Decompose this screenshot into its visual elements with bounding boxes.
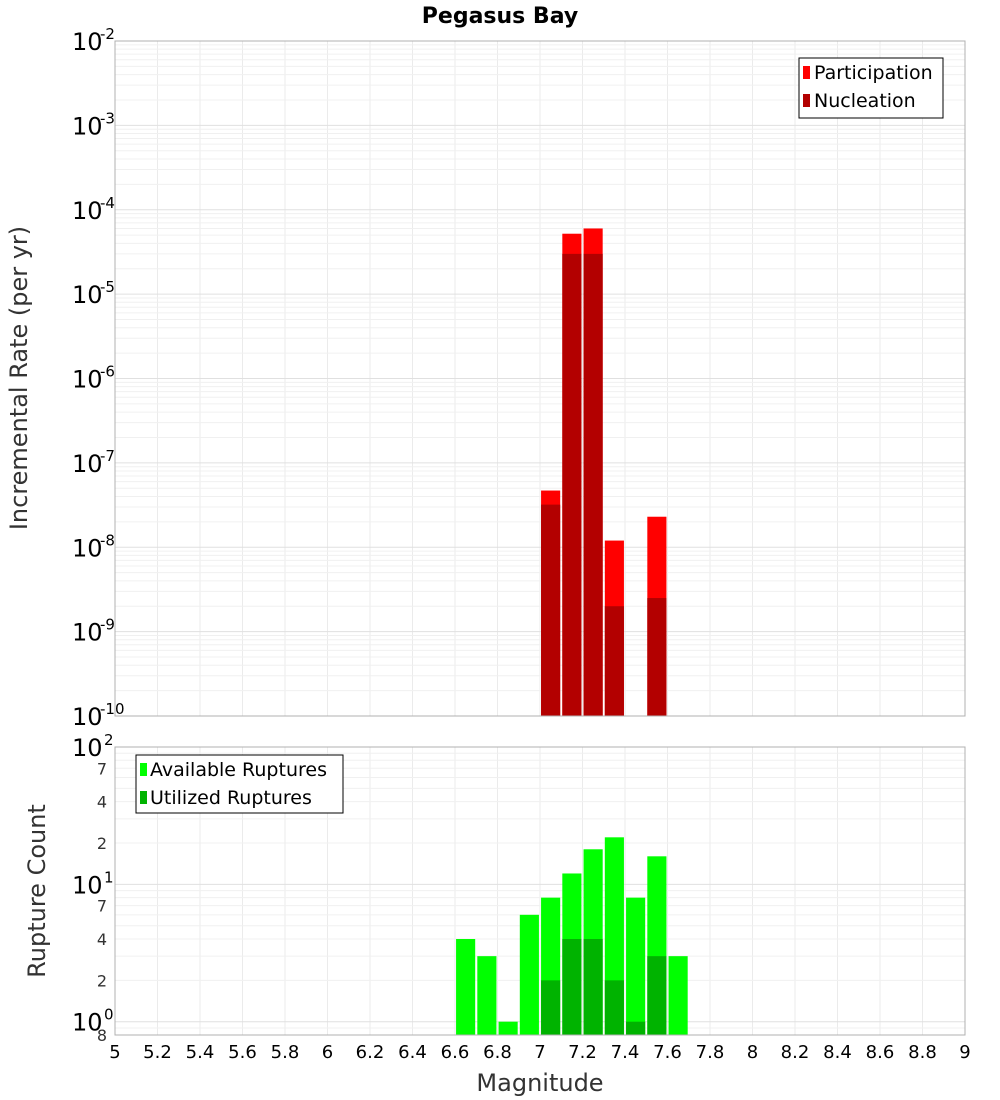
x-tick-label: 5.8 [271, 1042, 300, 1063]
x-tick-label: 6.4 [398, 1042, 427, 1063]
y-tick-label: 10 [72, 703, 103, 731]
bar-nucleation [562, 253, 582, 716]
x-tick-label: 8 [747, 1042, 758, 1063]
x-tick-label: 5.2 [143, 1042, 172, 1063]
x-tick-label: 6.8 [483, 1042, 512, 1063]
bar-available-ruptures [626, 897, 646, 1035]
y-tick-label: 2 [97, 971, 107, 990]
bar-utilized-ruptures [604, 980, 624, 1035]
legend-label-nucleation: Nucleation [814, 90, 916, 112]
x-tick-label: 6 [322, 1042, 333, 1063]
legend-swatch-participation [803, 66, 810, 79]
x-tick-label: 6.2 [356, 1042, 385, 1063]
y-tick-label: 10 [72, 871, 103, 899]
legend-swatch-nucleation [803, 94, 810, 107]
y-tick-label-exponent: -9 [100, 616, 115, 634]
y-tick-label: 10 [72, 534, 103, 562]
y-tick-label: 10 [72, 734, 103, 762]
legend-label-participation: Participation [814, 62, 933, 84]
bar-available-ruptures [456, 939, 476, 1035]
top-plot-bars [541, 228, 667, 716]
x-tick-label: 5.4 [186, 1042, 215, 1063]
bar-nucleation [583, 253, 603, 716]
y-tick-label: 10 [72, 28, 103, 56]
x-tick-labels: 5 5.2 5.4 5.6 5.8 6 6.2 6.4 6.6 6.8 7 7.2 7.4 7.6 7.8 8… [109, 1042, 970, 1063]
y-tick-label: 7 [97, 759, 107, 778]
bottom-legend-box [135, 754, 344, 814]
bar-nucleation [647, 598, 667, 716]
y-tick-label-exponent: 0 [104, 1006, 114, 1024]
bar-utilized-ruptures [626, 1021, 646, 1035]
x-tick-label: 8.8 [908, 1042, 937, 1063]
top-legend: Participation Nucleation [798, 57, 944, 119]
y-tick-label: 2 [97, 834, 107, 853]
y-tick-label: 4 [97, 793, 107, 812]
legend-swatch-available-ruptures [140, 763, 147, 776]
bar-utilized-ruptures [541, 980, 561, 1035]
x-tick-label: 5.6 [228, 1042, 257, 1063]
y-tick-label-exponent: -6 [100, 363, 115, 381]
x-tick-label: 6.6 [441, 1042, 470, 1063]
bottom-y-axis-label: Rupture Count [23, 804, 51, 978]
y-tick-label: 10 [72, 281, 103, 309]
top-plot-frame [114, 40, 966, 717]
bar-utilized-ruptures [647, 956, 667, 1035]
y-tick-label: 10 [72, 450, 103, 478]
bar-utilized-ruptures [583, 939, 603, 1035]
bottom-legend: Available Ruptures Utilized Ruptures [135, 754, 344, 814]
y-tick-label-exponent: -3 [100, 109, 115, 127]
bar-utilized-ruptures [562, 939, 582, 1035]
y-tick-label: 10 [72, 197, 103, 225]
top-legend-box [798, 57, 944, 119]
legend-swatch-utilized-ruptures [140, 791, 147, 804]
x-tick-label: 9 [959, 1042, 970, 1063]
y-tick-label: 10 [72, 112, 103, 140]
bar-nucleation [604, 606, 624, 716]
x-tick-label: 7 [534, 1042, 545, 1063]
bar-nucleation [541, 504, 561, 716]
y-tick-label-exponent: -10 [100, 700, 125, 718]
y-tick-label-exponent: -2 [100, 25, 115, 43]
y-tick-label: 4 [97, 930, 107, 949]
top-plot-grid [114, 40, 966, 717]
top-y-axis-label: Incremental Rate (per yr) [5, 226, 33, 530]
y-tick-label-exponent: -8 [100, 531, 115, 549]
x-axis-label: Magnitude [476, 1069, 603, 1097]
bar-available-ruptures [498, 1021, 518, 1035]
y-tick-label: 10 [72, 1009, 103, 1037]
y-tick-label-exponent: 2 [104, 731, 114, 749]
bar-available-ruptures [519, 914, 539, 1035]
chart-title: Pegasus Bay [422, 4, 578, 29]
x-tick-label: 7.4 [611, 1042, 640, 1063]
x-tick-label: 8.6 [866, 1042, 895, 1063]
bar-available-ruptures [668, 956, 688, 1035]
y-tick-label: 8 [97, 1026, 107, 1045]
bottom-plot-frame [114, 746, 966, 1036]
y-tick-label: 10 [72, 366, 103, 394]
y-tick-label: 7 [97, 897, 107, 916]
bar-available-ruptures [477, 956, 497, 1035]
x-tick-label: 8.4 [823, 1042, 852, 1063]
y-tick-label-exponent: -7 [100, 447, 115, 465]
y-tick-label-exponent: 1 [104, 868, 114, 886]
legend-label-utilized-ruptures: Utilized Ruptures [150, 787, 312, 809]
top-y-tick-labels: 10-210-310-410-510-610-710-810-910-10 [72, 25, 125, 731]
legend-label-available-ruptures: Available Ruptures [150, 759, 327, 781]
y-tick-label: 10 [72, 619, 103, 647]
x-tick-label: 5 [109, 1042, 120, 1063]
x-tick-label: 8.2 [781, 1042, 810, 1063]
y-tick-label-exponent: -5 [100, 278, 115, 296]
x-tick-label: 7.6 [653, 1042, 682, 1063]
y-tick-label-exponent: -4 [100, 194, 115, 212]
x-tick-label: 7.2 [568, 1042, 597, 1063]
x-tick-label: 7.8 [696, 1042, 725, 1063]
bottom-plot-bars [456, 837, 688, 1035]
